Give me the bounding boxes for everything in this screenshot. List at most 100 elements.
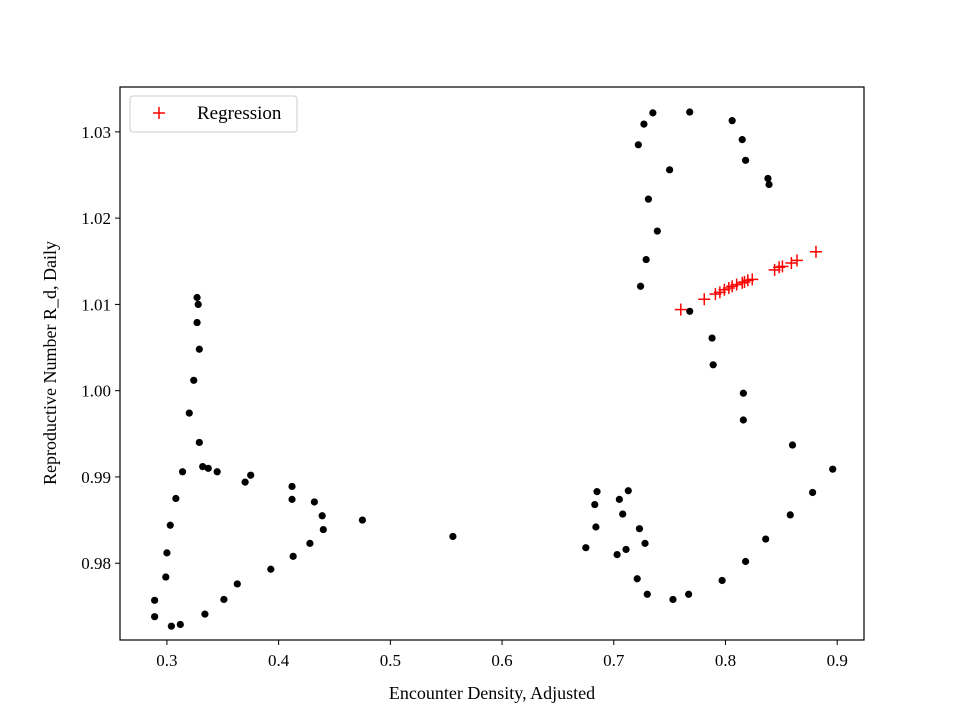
observed-point: [204, 464, 212, 472]
observed-point: [613, 550, 621, 559]
observed-point: [591, 500, 599, 509]
observed-point: [166, 521, 174, 529]
y-tick-label: 1.03: [81, 123, 111, 142]
observed-point: [199, 462, 207, 471]
plot-marks: [151, 108, 837, 630]
observed-point: [636, 282, 645, 290]
observed-point: [267, 565, 275, 573]
y-tick-label: 1.01: [81, 295, 111, 314]
legend-box: [129, 95, 298, 133]
observed-point: [310, 498, 318, 506]
observed-point: [151, 596, 159, 604]
regression-point: [776, 260, 789, 273]
observed-point: [633, 575, 641, 583]
observed-point: [739, 389, 747, 397]
observed-point: [708, 334, 716, 342]
observed-point: [288, 495, 296, 503]
observed-point: [634, 141, 642, 149]
observed-point: [642, 255, 650, 264]
observed-point: [739, 416, 747, 424]
observed-point: [193, 293, 201, 302]
observed-point: [624, 487, 632, 495]
observed-point: [641, 539, 649, 547]
x-tick-label: 0.7: [603, 651, 625, 670]
y-axis-label: Reproductive Number R_d, Daily: [40, 241, 60, 485]
plot-frame: [119, 86, 865, 641]
observed-point: [640, 120, 648, 128]
observed-point: [195, 438, 203, 447]
observed-point: [213, 468, 221, 476]
observed-point: [765, 180, 773, 189]
observed-point: [635, 525, 644, 533]
observed-point: [162, 573, 170, 581]
observed-point: [649, 109, 657, 117]
legend-label-regression: Regression: [197, 103, 282, 124]
observed-point: [201, 610, 209, 618]
observed-point: [685, 590, 693, 598]
observed-point: [449, 532, 457, 541]
regression-point: [736, 276, 749, 289]
observed-point: [190, 376, 198, 384]
x-tick-label: 0.8: [715, 651, 736, 670]
observed-point: [666, 166, 674, 174]
observed-point: [809, 488, 817, 497]
x-tick-label: 0.4: [268, 651, 290, 670]
regression-point: [785, 256, 798, 269]
observed-point: [738, 136, 746, 144]
observed-point: [195, 345, 203, 353]
regression-point: [746, 273, 759, 286]
observed-point: [764, 174, 772, 183]
observed-point: [289, 552, 297, 560]
y-tick-label: 0.99: [81, 468, 111, 487]
observed-point: [241, 478, 249, 486]
observed-point: [318, 512, 326, 520]
observed-point: [172, 494, 180, 503]
axes: 0.3 0.4 0.5 0.6 0.7 0.8 0.9 0.98 0.99 1.00 1.01 1.0…: [81, 123, 848, 670]
observed-point: [709, 361, 717, 369]
observed-point: [163, 549, 171, 557]
observed-point: [829, 465, 837, 473]
observed-point: [306, 539, 314, 547]
x-axis-label: Encounter Density, Adjusted: [389, 683, 595, 703]
observed-point: [718, 576, 726, 585]
x-tick-label: 0.9: [827, 651, 848, 670]
regression-point: [809, 245, 822, 258]
observed-point: [686, 108, 694, 116]
x-tick-label: 0.3: [156, 651, 177, 670]
observed-point: [741, 156, 750, 164]
legend-plus-marker: [153, 107, 165, 119]
y-tick-label: 1.00: [81, 382, 111, 401]
observed-point: [220, 595, 228, 604]
observed-point: [178, 468, 187, 476]
observed-point: [582, 544, 590, 552]
observed-point: [167, 622, 175, 630]
observed-point: [644, 195, 652, 203]
observed-point: [247, 471, 255, 479]
y-tick-label: 0.98: [81, 554, 111, 573]
observed-point: [185, 409, 193, 417]
observed-point: [788, 441, 797, 449]
y-tick-label: 1.02: [81, 209, 111, 228]
observed-point: [643, 590, 651, 598]
regression-point: [790, 254, 803, 267]
regression-point: [698, 293, 711, 306]
observed-point: [619, 510, 627, 518]
observed-point: [669, 595, 677, 604]
observed-point: [288, 482, 296, 491]
observed-point: [592, 523, 600, 531]
regression-point: [674, 303, 687, 316]
observed-point: [593, 488, 601, 496]
legend: Regression: [129, 95, 298, 133]
observed-point: [233, 580, 241, 588]
observed-point: [176, 620, 184, 629]
observed-point: [193, 318, 201, 327]
x-tick-label: 0.6: [491, 651, 512, 670]
observed-point: [358, 516, 367, 524]
regression-point: [730, 278, 743, 291]
observed-point: [786, 511, 794, 519]
observed-point: [653, 227, 661, 235]
observed-point: [728, 117, 736, 125]
observed-point: [194, 300, 202, 309]
observed-point: [151, 613, 159, 621]
